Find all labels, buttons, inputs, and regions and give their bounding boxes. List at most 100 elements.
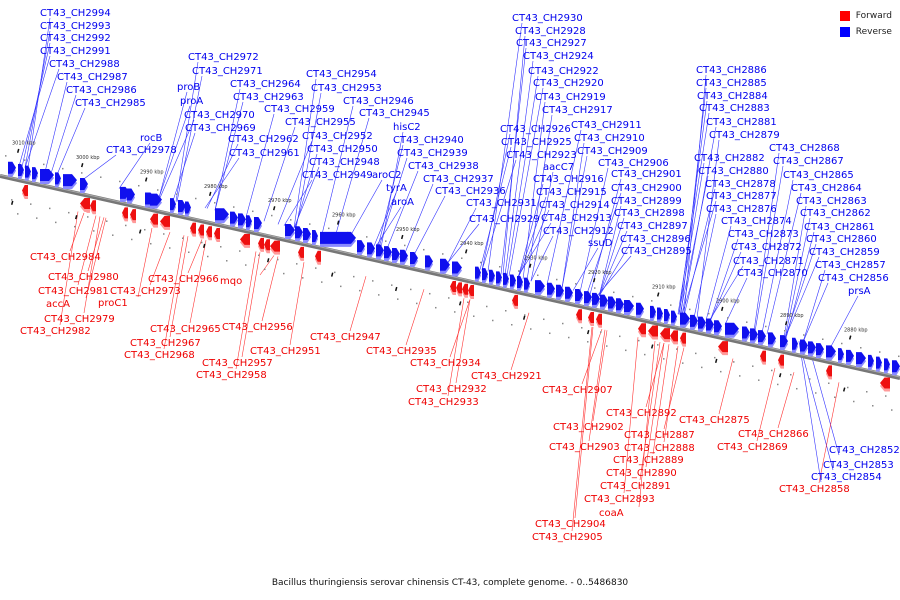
reverse-leader-line (683, 188, 716, 316)
reverse-gene-arrow (565, 286, 573, 299)
reverse-gene-label: CT43_CH2923 (506, 150, 577, 161)
guide-dot (264, 268, 266, 271)
reverse-gene-arrow (18, 164, 24, 177)
reverse-gene-arrow (884, 358, 890, 371)
axis-tick-mark (336, 220, 340, 225)
reverse-gene-arrow (295, 226, 303, 239)
forward-swatch (839, 11, 850, 21)
reverse-gene-arrow (657, 307, 663, 320)
guide-dot (176, 193, 178, 196)
guide-dot (885, 395, 887, 397)
reverse-gene-label: proA (180, 96, 203, 107)
reverse-gene-label: CT43_CH2924 (523, 51, 594, 62)
forward-leader-line (59, 211, 79, 326)
forward-gene-arrow (718, 341, 728, 353)
reverse-gene-label: CT43_CH2929 (469, 214, 540, 225)
reverse-gene-arrow (575, 289, 583, 302)
reverse-leader-line (172, 132, 196, 201)
reverse-leader-line (754, 165, 784, 332)
guide-dot (277, 258, 279, 261)
reverse-leader-line (479, 146, 512, 270)
forward-gene-label: CT43_CH2891 (600, 481, 671, 492)
forward-gene-label: CT43_CH2887 (624, 430, 695, 441)
reverse-leader-line (517, 183, 544, 279)
forward-leader-line (259, 255, 275, 276)
reverse-gene-label: CT43_CH2880 (698, 166, 769, 177)
reverse-gene-arrow (127, 188, 135, 201)
guide-dot (81, 172, 83, 174)
reverse-gene-label: CT43_CH2871 (733, 256, 804, 267)
forward-leader-line (652, 344, 670, 455)
reverse-leader-line (561, 142, 585, 289)
guide-dot (657, 344, 659, 346)
reverse-gene-label: CT43_CH2986 (66, 85, 137, 96)
reverse-leader-line (81, 154, 117, 181)
guide-dot (625, 349, 627, 352)
guide-dot (11, 199, 13, 201)
forward-gene-label: CT43_CH2902 (553, 422, 624, 433)
forward-gene-label: CT43_CH2957 (202, 358, 273, 369)
reverse-gene-label: CT43_CH2955 (285, 117, 356, 128)
reverse-gene-label: CT43_CH2873 (728, 229, 799, 240)
axis-tick-mark (10, 200, 14, 205)
reverse-gene-arrow (170, 198, 176, 211)
reverse-leader-line (681, 200, 717, 316)
guide-dot (606, 345, 608, 347)
reverse-gene-label: CT43_CH2916 (533, 174, 604, 185)
reverse-leader-line (204, 157, 240, 209)
forward-gene-arrow (90, 200, 96, 212)
guide-dot (898, 355, 900, 358)
leader-lines (18, 17, 859, 532)
forward-gene-arrow (190, 222, 196, 234)
reverse-gene-label: CT43_CH2865 (783, 170, 854, 181)
reverse-gene-label: CT43_CH2963 (233, 92, 304, 103)
reverse-gene-label: CT43_CH2897 (617, 221, 688, 232)
guide-dot (372, 280, 374, 282)
guide-dot (594, 287, 596, 289)
reverse-gene-arrow (624, 300, 634, 313)
axis-tick-mark (16, 148, 20, 153)
guide-dot (682, 362, 684, 364)
forward-gene-arrow (778, 354, 784, 366)
reverse-gene-arrow (690, 314, 698, 327)
axis-tick-label: 2980 kbp (204, 184, 228, 190)
guide-dot (758, 379, 760, 381)
guide-dot (138, 184, 140, 187)
reverse-gene-label: CT43_CH2885 (696, 78, 767, 89)
guide-dot (834, 396, 836, 398)
reverse-leader-line (696, 139, 720, 319)
reverse-gene-label: CT43_CH2883 (699, 103, 770, 114)
guide-dot (461, 257, 463, 259)
axis-tick-label: 2920 kbp (588, 270, 612, 276)
guide-dot (587, 341, 589, 343)
forward-gene-label: CT43_CH2933 (408, 397, 479, 408)
guide-dot (207, 255, 209, 258)
guide-dot (518, 270, 520, 272)
axis-tick-mark (522, 315, 526, 320)
guide-dot (252, 210, 254, 213)
reverse-leader-line (522, 101, 546, 280)
guide-dot (866, 391, 868, 393)
reverse-gene-arrow (384, 246, 392, 259)
dotted-guides (5, 155, 900, 411)
reverse-gene-arrow (714, 320, 722, 333)
reverse-gene-label: CT43_CH2900 (611, 183, 682, 194)
guide-dot (87, 216, 89, 218)
reverse-gene-label: CT43_CH2969 (185, 123, 256, 134)
reverse-gene-arrow (32, 167, 38, 180)
reverse-gene-arrow (246, 215, 252, 228)
reverse-gene-label: CT43_CH2882 (694, 153, 765, 164)
reverse-gene-arrow (671, 310, 677, 323)
axis-tick-label: 2970 kbp (268, 198, 292, 204)
guide-dot (549, 332, 551, 335)
reverse-gene-label: CT43_CH2860 (806, 234, 877, 245)
axis-tick-mark (208, 191, 212, 197)
guide-dot (321, 281, 323, 283)
reverse-gene-label: CT43_CH2920 (533, 78, 604, 89)
guide-dot (847, 386, 849, 389)
reverse-leader-line (784, 256, 820, 339)
guide-dot (790, 373, 792, 376)
reverse-leader-line (598, 230, 628, 297)
reverse-gene-label: CT43_CH2899 (611, 196, 682, 207)
reverse-gene-label: CT43_CH2876 (706, 204, 777, 215)
